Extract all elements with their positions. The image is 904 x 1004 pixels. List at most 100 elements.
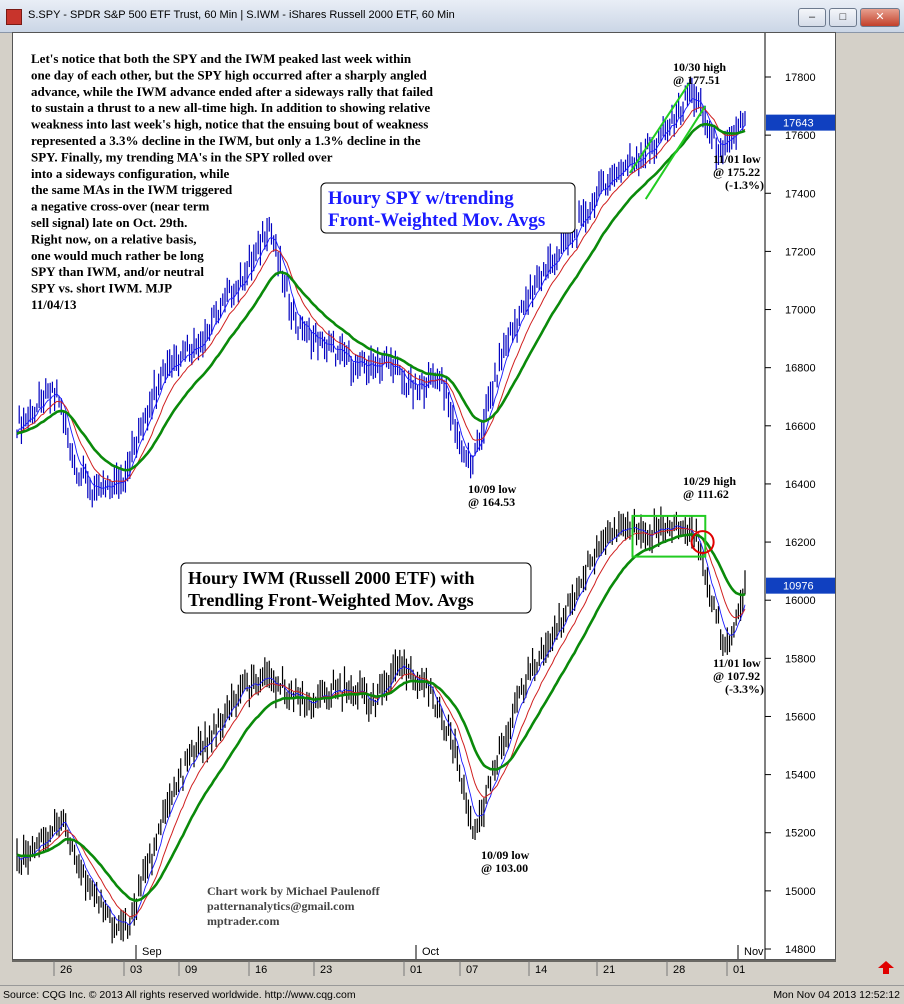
series-spy: 17643 xyxy=(16,77,835,508)
credit-line: mptrader.com xyxy=(207,914,280,928)
y-tick-label: 15400 xyxy=(785,770,816,782)
y-tick-label: 17000 xyxy=(785,305,816,317)
status-copyright: Source: CQG Inc. © 2013 All rights reser… xyxy=(3,989,356,1001)
series-label-iwm: Houry IWM (Russell 2000 ETF) withTrendli… xyxy=(180,562,532,614)
month-label: Oct xyxy=(422,946,439,958)
annotation-line: @ 177.51 xyxy=(673,73,720,87)
status-timestamp: Mon Nov 04 2013 12:52:12 xyxy=(773,989,900,1001)
commentary: Let's notice that both the SPY and the I… xyxy=(31,51,434,312)
commentary-line: into a sideways configuration, while xyxy=(31,166,229,181)
y-tick-label: 17800 xyxy=(785,72,816,84)
commentary-line: SPY. Finally, my trending MA's in the SP… xyxy=(31,149,333,164)
series-label-box xyxy=(320,182,576,234)
annotation-iwm-1: 11/01 low@ 107.92(-3.3%) xyxy=(713,656,764,696)
last-value-label: 17643 xyxy=(783,118,814,130)
day-label: 21 xyxy=(603,964,615,976)
y-tick-label: 16800 xyxy=(785,363,816,375)
credit-line: patternanalytics@gmail.com xyxy=(207,899,354,913)
y-tick-label: 15000 xyxy=(785,886,816,898)
y-tick-label: 15200 xyxy=(785,828,816,840)
annotation-line: 11/01 low xyxy=(713,656,761,670)
minimize-button[interactable]: – xyxy=(798,8,826,27)
title-bar: S.SPY - SPDR S&P 500 ETF Trust, 60 Min |… xyxy=(0,0,904,33)
annotation-iwm-0: 10/29 high@ 111.62 xyxy=(683,474,736,501)
time-axis-strip: 26 03 09 16 23 01 07 14 21 28 01 xyxy=(0,960,904,983)
y-tick-label: 14800 xyxy=(785,944,816,956)
day-label: 07 xyxy=(466,964,478,976)
spy-channel-lower xyxy=(644,105,707,200)
annotation-line: 11/01 low xyxy=(713,152,761,166)
maximize-button[interactable]: □ xyxy=(829,8,857,27)
annotation-line: 10/29 high xyxy=(683,474,736,488)
annotation-line: 10/09 low xyxy=(481,848,530,862)
day-label: 01 xyxy=(410,964,422,976)
y-tick-label: 16600 xyxy=(785,421,816,433)
annotation-line: @ 103.00 xyxy=(481,861,528,875)
annotation-spy-1: 11/01 low@ 175.22(-1.3%) xyxy=(713,152,764,192)
commentary-line: one day of each other, but the SPY high … xyxy=(31,67,428,82)
series-label-text: Front-Weighted Mov. Avgs xyxy=(328,210,545,231)
series-label-box xyxy=(180,562,532,614)
commentary-line: the same MAs in the IWM triggered xyxy=(31,182,233,197)
last-value-tag xyxy=(766,577,835,594)
day-label: 03 xyxy=(130,964,142,976)
spy-channel-upper xyxy=(629,82,691,174)
fast-ma-line xyxy=(16,98,746,489)
annotation-line: @ 175.22 xyxy=(713,165,760,179)
commentary-line: SPY than IWM, and/or neutral xyxy=(31,264,204,279)
month-label: Nov xyxy=(744,946,764,958)
time-axis: 26 03 09 16 23 01 07 14 21 28 01 xyxy=(12,960,894,976)
series-iwm: 10976 xyxy=(16,506,835,944)
y-tick-label: 17600 xyxy=(785,130,816,142)
y-tick-label: 16000 xyxy=(785,595,816,607)
last-value-label: 10976 xyxy=(783,581,814,593)
annotation-line: @ 164.53 xyxy=(468,495,515,509)
crossover-circle xyxy=(690,530,715,555)
y-tick-label: 16400 xyxy=(785,479,816,491)
y-tick-label: 16200 xyxy=(785,537,816,549)
commentary-line: advance, while the IWM advance ended aft… xyxy=(31,84,434,99)
day-label: 23 xyxy=(320,964,332,976)
annotation-line: (-3.3%) xyxy=(725,682,764,696)
y-tick-label: 17400 xyxy=(785,188,816,200)
month-label: Sep xyxy=(142,946,162,958)
commentary-line: represented a 3.3% decline in the IWM, b… xyxy=(31,133,421,148)
chart-canvas: 17800 17600 17400 17200 17000 16800 16600 16400… xyxy=(16,33,835,959)
day-label: 16 xyxy=(255,964,267,976)
close-button[interactable]: ✕ xyxy=(860,8,900,27)
commentary-line: Let's notice that both the SPY and the I… xyxy=(31,51,412,66)
app-icon xyxy=(6,9,22,25)
annotation-spy-2: 10/09 low@ 164.53 xyxy=(468,482,517,509)
scroll-arrow-icon xyxy=(878,961,894,974)
chart-area[interactable]: 17800 17600 17400 17200 17000 16800 16600 16400… xyxy=(12,32,836,960)
commentary-line: sell signal) late on Oct. 29th. xyxy=(31,215,187,230)
annotation-spy-0: 10/30 high@ 177.51 xyxy=(673,60,726,87)
commentary-line: one would much rather be long xyxy=(31,248,204,263)
commentary-line: Right now, on a relative basis, xyxy=(31,231,197,246)
series-label-text: Trendling Front-Weighted Mov. Avgs xyxy=(188,590,474,610)
credit-line: Chart work by Michael Paulenoff xyxy=(207,884,381,898)
commentary-line: 11/04/13 xyxy=(31,297,77,312)
chart-credit: Chart work by Michael Paulenoffpatternan… xyxy=(207,884,381,928)
day-label: 01 xyxy=(733,964,745,976)
annotation-line: @ 111.62 xyxy=(683,487,729,501)
day-label: 14 xyxy=(535,964,547,976)
y-tick-label: 15800 xyxy=(785,653,816,665)
slow-ma-line xyxy=(16,122,746,472)
series-label-text: Houry SPY w/trending xyxy=(328,188,514,209)
annotation-line: 10/09 low xyxy=(468,482,517,496)
last-value-tag xyxy=(766,114,835,131)
slow-ma-line xyxy=(16,533,746,903)
commentary-line: to sustain a thrust to a new all-time hi… xyxy=(31,100,430,115)
annotation-line: 10/30 high xyxy=(673,60,726,74)
series-label-text: Houry IWM (Russell 2000 ETF) with xyxy=(188,568,475,589)
day-label: 26 xyxy=(60,964,72,976)
status-bar: Source: CQG Inc. © 2013 All rights reser… xyxy=(0,985,904,1004)
annotation-iwm-2: 10/09 low@ 103.00 xyxy=(481,848,530,875)
y-tick-label: 15600 xyxy=(785,711,816,723)
day-label: 09 xyxy=(185,964,197,976)
y-tick-label: 17200 xyxy=(785,246,816,258)
day-label: 28 xyxy=(673,964,685,976)
commentary-line: SPY vs. short IWM. MJP xyxy=(31,281,172,296)
